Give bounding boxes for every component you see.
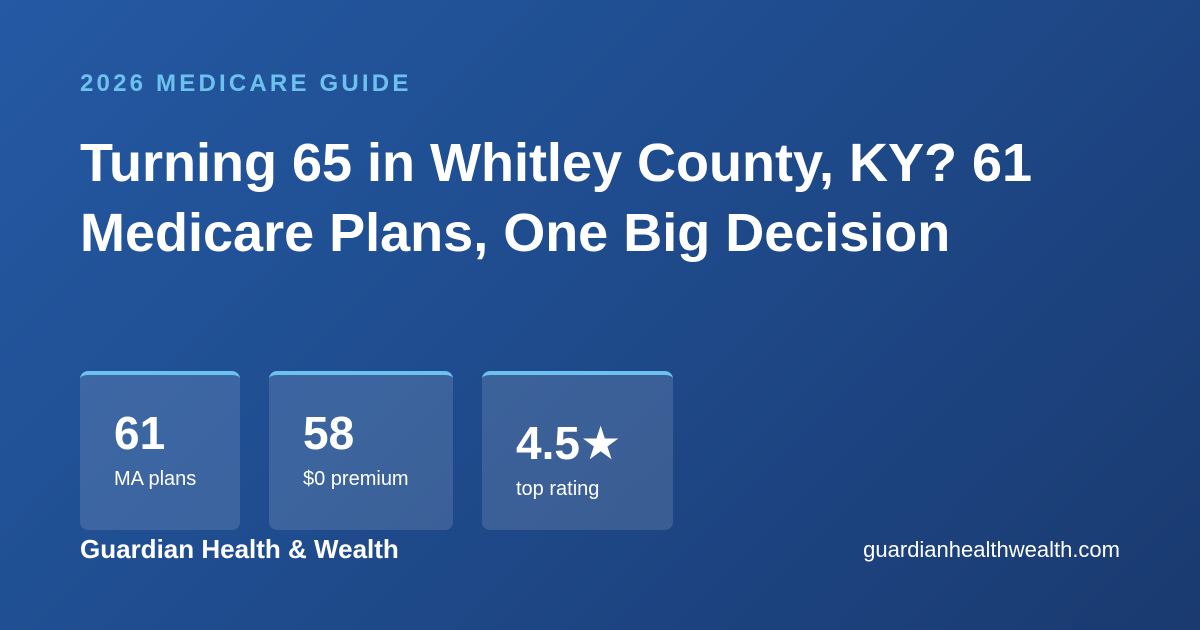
stat-label: MA plans [114,468,197,490]
stats-row: 61 MA plans 58 $0 premium 4.5★ top ratin… [80,371,673,530]
brand: Guardian Health & Wealth [80,534,399,564]
stat-value: 4.5★ [516,417,622,469]
stat-value: 58 [303,407,355,459]
eyebrow: 2026 MEDICARE GUIDE [80,70,412,97]
stat-label: top rating [516,478,600,500]
stat-label: $0 premium [303,468,409,490]
stat-value: 61 [114,407,166,459]
stat-card: 61 MA plans [80,371,240,530]
headline: Turning 65 in Whitley County, KY? 61 Med… [80,133,1033,263]
stat-card: 58 $0 premium [269,371,453,530]
site-url: guardianhealthwealth.com [863,537,1120,562]
stat-card: 4.5★ top rating [482,371,673,530]
